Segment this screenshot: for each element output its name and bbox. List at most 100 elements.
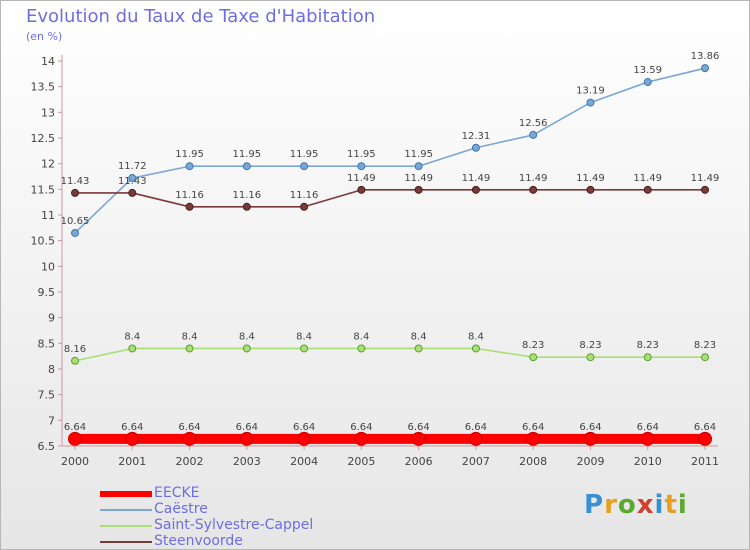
data-label: 6.64 <box>694 422 716 433</box>
data-label: 11.49 <box>633 173 662 184</box>
data-label: 6.64 <box>293 422 315 433</box>
y-tick-label: 7.5 <box>38 389 56 402</box>
data-point <box>185 344 194 353</box>
y-tick-label: 13.5 <box>31 81 56 94</box>
data-point <box>643 353 652 362</box>
data-label: 11.95 <box>347 149 376 160</box>
y-tick-label: 11.5 <box>31 183 56 196</box>
data-label: 8.4 <box>468 331 484 342</box>
data-label: 6.64 <box>522 422 544 433</box>
legend-swatch-eecke <box>100 491 152 497</box>
data-point <box>526 431 541 446</box>
data-point <box>185 202 194 211</box>
x-tick-label: 2011 <box>691 455 719 468</box>
data-label: 11.95 <box>232 149 261 160</box>
legend-swatch-steenvoorde <box>100 541 152 543</box>
data-point <box>640 431 655 446</box>
data-label: 13.86 <box>691 51 720 62</box>
data-point <box>414 162 423 171</box>
data-label: 8.4 <box>124 331 140 342</box>
data-point <box>242 162 251 171</box>
data-point <box>357 185 366 194</box>
data-label: 11.49 <box>404 173 433 184</box>
data-point <box>297 431 312 446</box>
data-label: 8.4 <box>411 331 427 342</box>
y-tick-label: 14 <box>41 55 55 68</box>
data-point <box>411 431 426 446</box>
data-label: 8.23 <box>694 340 716 351</box>
data-point <box>71 228 79 237</box>
y-tick-label: 11 <box>41 209 55 222</box>
data-label: 6.64 <box>408 422 430 433</box>
legend-swatch-saint-sylvestre-cappel <box>100 525 152 527</box>
data-label: 11.49 <box>576 173 605 184</box>
data-point <box>300 202 309 211</box>
data-label: 11.16 <box>290 190 319 201</box>
data-point <box>471 143 480 152</box>
x-tick-label: 2009 <box>576 455 604 468</box>
x-tick-label: 2004 <box>290 455 318 468</box>
data-point <box>529 185 538 194</box>
x-tick-label: 2001 <box>118 455 146 468</box>
data-label: 8.23 <box>637 340 659 351</box>
data-label: 11.49 <box>347 173 376 184</box>
data-label: 13.59 <box>633 65 662 76</box>
data-label: 12.56 <box>519 118 548 129</box>
legend-label-eecke: EECKE <box>154 485 200 501</box>
data-point <box>68 431 82 446</box>
x-tick-label: 2008 <box>519 455 547 468</box>
x-tick-group: 2000 2001 2002 2003 2004 2005 2006 2007 2008 2009… <box>61 446 719 468</box>
data-label: 6.64 <box>64 422 86 433</box>
y-tick-label: 7 <box>48 414 55 427</box>
series-line <box>74 347 705 362</box>
legend-label-saint-sylvestre-cappel: Saint-Sylvestre-Cappel <box>154 517 314 533</box>
x-tick-label: 2010 <box>634 455 662 468</box>
data-point <box>643 185 652 194</box>
data-point <box>354 431 369 446</box>
data-point <box>128 344 137 353</box>
data-point <box>242 344 251 353</box>
legend-label-steenvoorde: Steenvoorde <box>154 533 243 549</box>
data-point <box>357 162 366 171</box>
chart-title: Evolution du Taux de Taxe d'Habitation <box>26 6 376 27</box>
data-label: 8.4 <box>296 331 312 342</box>
y-tick-label: 10 <box>41 260 55 273</box>
y-tick-label: 10.5 <box>31 235 56 248</box>
y-tick-label: 6.5 <box>38 440 56 453</box>
data-label: 11.95 <box>290 149 319 160</box>
chart-subtitle: (en %) <box>26 30 63 43</box>
data-label: 11.16 <box>232 190 261 201</box>
data-label: 10.65 <box>61 216 90 227</box>
x-tick-label: 2002 <box>176 455 204 468</box>
data-point <box>698 431 712 446</box>
data-point <box>414 344 423 353</box>
y-tick-group: 6.5 7 7.5 8 8.5 9 9.5 10 10.5 11 11.5 12 12.5 13 13.5 1… <box>31 55 62 453</box>
data-label: 6.64 <box>350 422 372 433</box>
x-tick-label: 2005 <box>347 455 375 468</box>
data-label: 11.43 <box>61 176 90 187</box>
data-point <box>300 162 309 171</box>
data-label: 11.95 <box>175 149 204 160</box>
data-point <box>701 185 709 194</box>
data-label: 11.72 <box>118 161 147 172</box>
data-point <box>239 431 254 446</box>
series-2: 8.16 8.4 8.4 8.4 8.4 8.4 8.4 8.4 8.23 8.23 8.23 8.2… <box>64 331 716 365</box>
y-tick-label: 9.5 <box>38 286 56 299</box>
legend: EECKE Caëstre Saint-Sylvestre-Cappel Ste… <box>100 485 360 550</box>
series-3: 11.43 11.43 11.16 11.16 11.16 11.49 11.49 11.49… <box>61 173 719 211</box>
data-label: 11.95 <box>404 149 433 160</box>
series-line <box>74 67 706 234</box>
data-point <box>701 64 709 73</box>
data-label: 11.49 <box>462 173 491 184</box>
legend-item-caestre: Caëstre <box>100 501 360 518</box>
x-tick-label: 2003 <box>233 455 261 468</box>
series-line <box>75 189 705 208</box>
legend-item-eecke: EECKE <box>100 485 360 502</box>
legend-swatch-caestre <box>100 509 152 511</box>
data-point <box>71 188 79 197</box>
data-label: 11.49 <box>519 173 548 184</box>
y-tick-label: 8 <box>48 363 55 376</box>
data-label: 13.19 <box>576 86 605 97</box>
